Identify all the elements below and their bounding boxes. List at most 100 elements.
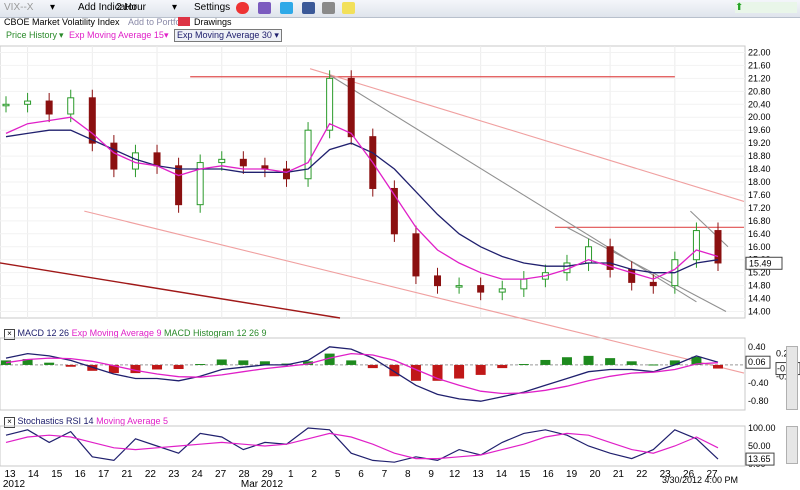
candle-body (218, 158, 226, 164)
candle-body (110, 142, 118, 170)
macd-hist-bar (367, 364, 378, 369)
macd-hist-bar (303, 361, 314, 365)
macd-hist-bar (130, 364, 141, 374)
x-tick-label: 14 (27, 469, 39, 480)
candle-body (304, 129, 312, 180)
legend-ema30[interactable]: Exp Moving Average 30 ▾ (174, 29, 282, 42)
quote-box: ⬆ (735, 2, 797, 13)
symbol-dropdown-icon[interactable]: ▾ (50, 2, 56, 13)
legend-ema15[interactable]: Exp Moving Average 15 (69, 30, 164, 40)
twitter-icon[interactable] (280, 2, 293, 14)
fan-line-2 (566, 226, 727, 313)
x-tick-label: 13 (472, 469, 484, 480)
stoch-ma-line (5, 432, 719, 460)
candle-body (45, 100, 53, 115)
candle-body (477, 285, 485, 293)
macd-ema-label[interactable]: Exp Moving Average 9 (71, 328, 162, 338)
facebook-icon[interactable] (302, 2, 315, 14)
macd-hist-bar (432, 364, 443, 381)
macd-hist-bar (173, 364, 184, 370)
stoch-ma-label[interactable]: Moving Average 5 (96, 416, 168, 426)
macd-hist-bar (583, 355, 594, 365)
stoch-current-box (745, 452, 775, 466)
x-month-label: Mar 2012 (240, 479, 284, 490)
macd-hist-bar (626, 361, 637, 365)
add-indicator-button[interactable]: Add Indicator (78, 2, 137, 13)
stoch-scrollbar[interactable] (786, 426, 798, 464)
interval-select[interactable]: 2 Hour (116, 2, 147, 13)
candle-body (692, 230, 700, 261)
x-tick-label: 27 (706, 469, 718, 480)
timestamp: 3/30/2012 4:00 PM (661, 475, 739, 485)
candle-body (67, 97, 75, 115)
fan-line-3 (690, 210, 729, 248)
legend-price-dropdown-icon[interactable]: ▾ (59, 30, 64, 40)
x-tick-label: 21 (612, 469, 624, 480)
candle-body (88, 97, 96, 144)
macd-hist-bar (497, 364, 508, 369)
stoch-tick-label: 100.00 (748, 423, 776, 433)
price-tick-label: 18.40 (748, 164, 771, 174)
candle-body (326, 77, 334, 131)
camera-icon[interactable] (322, 2, 335, 14)
symbol-field[interactable]: VIX--X (4, 2, 33, 13)
stoch-line (5, 427, 719, 463)
stoch-legend: × Stochastics RSI 14 Moving Average 5 (4, 416, 168, 428)
x-tick-label: 24 (191, 469, 203, 480)
x-tick-label: 23 (168, 469, 180, 480)
macd-close-icon[interactable]: × (4, 329, 15, 340)
drawings-link[interactable]: Drawings (194, 17, 232, 27)
note-icon[interactable] (342, 2, 355, 14)
macd-hist-bar (259, 361, 270, 365)
macd-label[interactable]: MACD 12 26 (17, 328, 70, 338)
price-tick-label: 17.60 (748, 190, 771, 200)
price-tick-label: 18.00 (748, 177, 771, 187)
x-tick-label: 15 (51, 469, 63, 480)
stoch-label[interactable]: Stochastics RSI 14 (17, 416, 94, 426)
macd-signal-line (5, 352, 719, 395)
candle-body (390, 187, 398, 235)
macd-scrollbar[interactable] (786, 346, 798, 410)
subbar: CBOE Market Volatility Index Add to Port… (0, 17, 800, 29)
legend-ema15-dropdown-icon[interactable]: ▾ (164, 30, 169, 40)
x-tick-label: 27 (215, 469, 227, 480)
x-tick-label: 20 (589, 469, 601, 480)
last-price-label: 15.49 (749, 258, 772, 268)
macd-hist-bar (238, 360, 249, 365)
macd-panel: 0.400.00-0.40-0.800.25-0.250.06-0.08 (0, 337, 800, 411)
x-tick-label: 23 (659, 469, 671, 480)
legend-ema30-dropdown-icon: ▾ (274, 30, 279, 40)
stoch-frame (0, 425, 746, 467)
x-tick-label: 16 (542, 469, 554, 480)
macd-line (5, 346, 719, 402)
x-tick-label: 22 (636, 469, 648, 480)
price-tick-label: 14.00 (748, 307, 771, 317)
price-tick-label: 16.80 (748, 216, 771, 226)
stoch-close-icon[interactable]: × (4, 417, 15, 428)
price-tick-label: 17.20 (748, 203, 771, 213)
macd-legend: × MACD 12 26 Exp Moving Average 9 MACD H… (4, 328, 267, 340)
interval-dropdown-icon[interactable]: ▾ (172, 2, 178, 13)
add-to-portfolio-link[interactable]: Add to Portfolio (128, 17, 190, 27)
candle-body (282, 168, 290, 180)
macd-hist-bar (152, 364, 163, 370)
legend-price-history[interactable]: Price History (6, 30, 58, 40)
macd-hist-label[interactable]: MACD Histogram 12 26 9 (163, 328, 267, 338)
x-tick-label: 14 (495, 469, 507, 480)
price-axis: 22.00 21.60 21.20 20.80 20.40 20.00 19.60 19.20… (745, 47, 783, 317)
book-icon[interactable] (258, 2, 271, 14)
macd-tick-label: -0.80 (748, 396, 769, 406)
x-tick-label: 1 (288, 469, 294, 480)
candle-body (498, 288, 506, 293)
drawings-icon[interactable] (178, 17, 190, 26)
settings-button[interactable]: Settings (194, 2, 231, 13)
macd-hist-bar (346, 360, 357, 365)
stoch-tick-label: 50.00 (748, 441, 771, 451)
price-tick-label: 14.80 (748, 281, 771, 291)
candle-body (239, 158, 247, 167)
alarm-icon[interactable] (236, 2, 249, 14)
candle-body (455, 285, 463, 288)
macd-hist-bar (22, 359, 33, 365)
